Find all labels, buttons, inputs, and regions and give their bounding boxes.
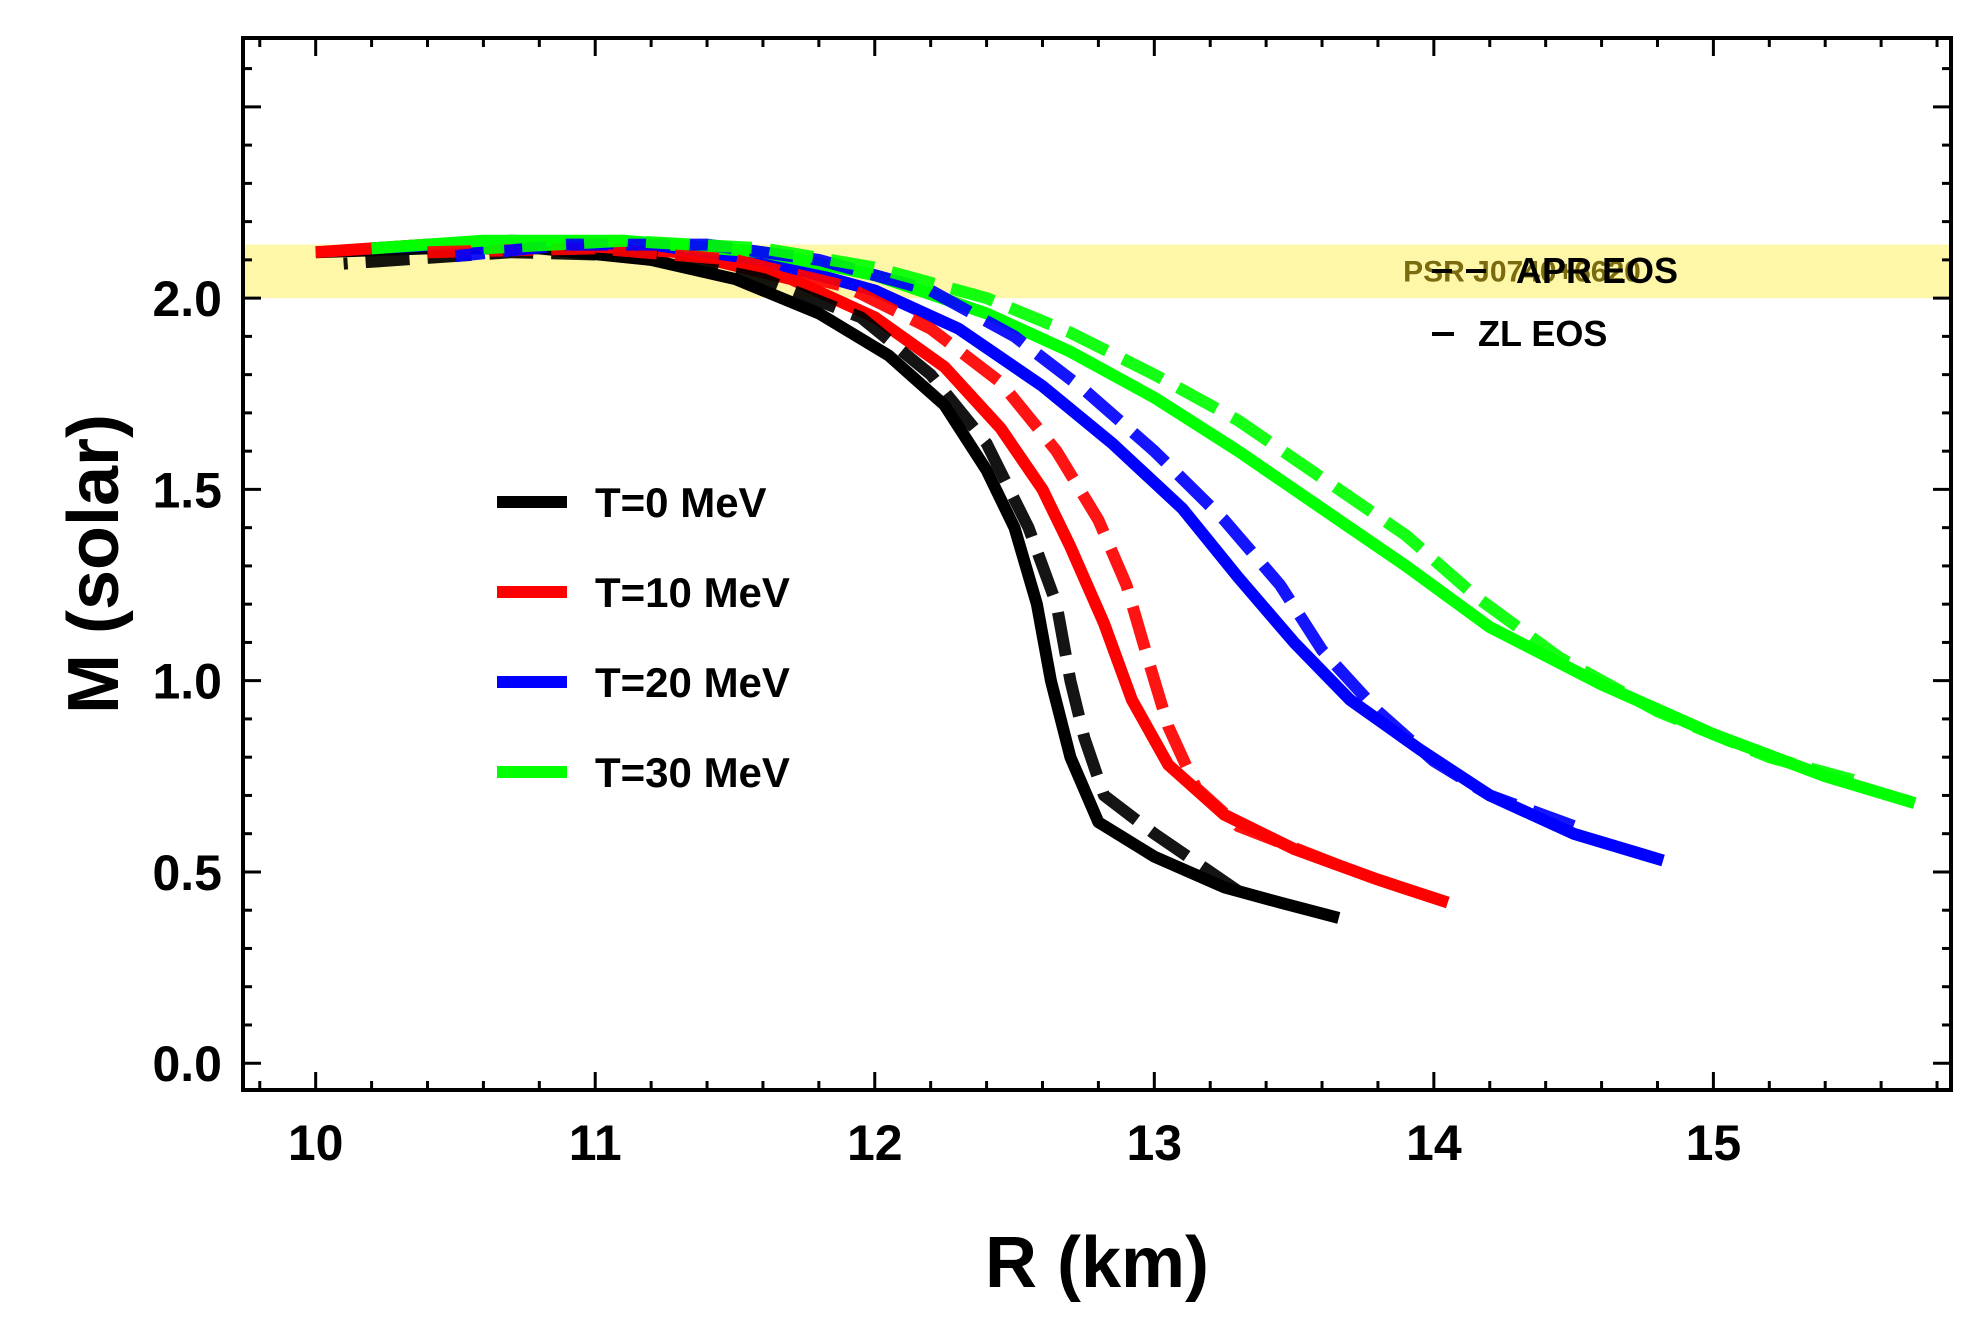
legend-label-t0: T=0 MeV	[595, 479, 767, 526]
legend-label-t30: T=30 MeV	[595, 749, 790, 796]
series-line-t-10-mev-apr-	[427, 242, 1339, 870]
series-group	[315, 234, 1917, 924]
y-tick-label: 0.5	[152, 845, 222, 901]
eos-label-apr: APR EOS	[1516, 250, 1678, 291]
y-tick-label: 1.0	[152, 654, 222, 710]
x-tick-label: 14	[1406, 1115, 1462, 1171]
y-tick-label: 1.5	[152, 462, 222, 518]
series-line-t-20-mev-apr-	[454, 238, 1576, 832]
y-axis-title: M (solar)	[54, 414, 134, 714]
series-line-t-0-mev	[315, 242, 1341, 924]
x-tick-label: 10	[288, 1115, 344, 1171]
legend-label-t20: T=20 MeV	[595, 659, 790, 706]
temperature-legend: T=0 MeV T=10 MeV T=20 MeV T=30 MeV	[497, 479, 790, 796]
y-tick-label: 0.0	[152, 1036, 222, 1092]
x-axis-title: R (km)	[985, 1223, 1209, 1303]
x-tick-label: 12	[847, 1115, 903, 1171]
y-tick-label: 2.0	[152, 271, 222, 327]
eos-label-zl: ZL EOS	[1478, 313, 1607, 354]
x-tick-label: 15	[1686, 1115, 1742, 1171]
eos-legend: APR EOS ZL EOS	[1432, 250, 1678, 354]
series-line-t-30-mev-apr-	[483, 234, 1855, 786]
ticks-group	[243, 38, 1951, 1090]
x-tick-label: 11	[569, 1115, 622, 1171]
x-tick-label: 13	[1126, 1115, 1182, 1171]
plot-frame	[241, 36, 1953, 1092]
legend-label-t10: T=10 MeV	[595, 569, 790, 616]
